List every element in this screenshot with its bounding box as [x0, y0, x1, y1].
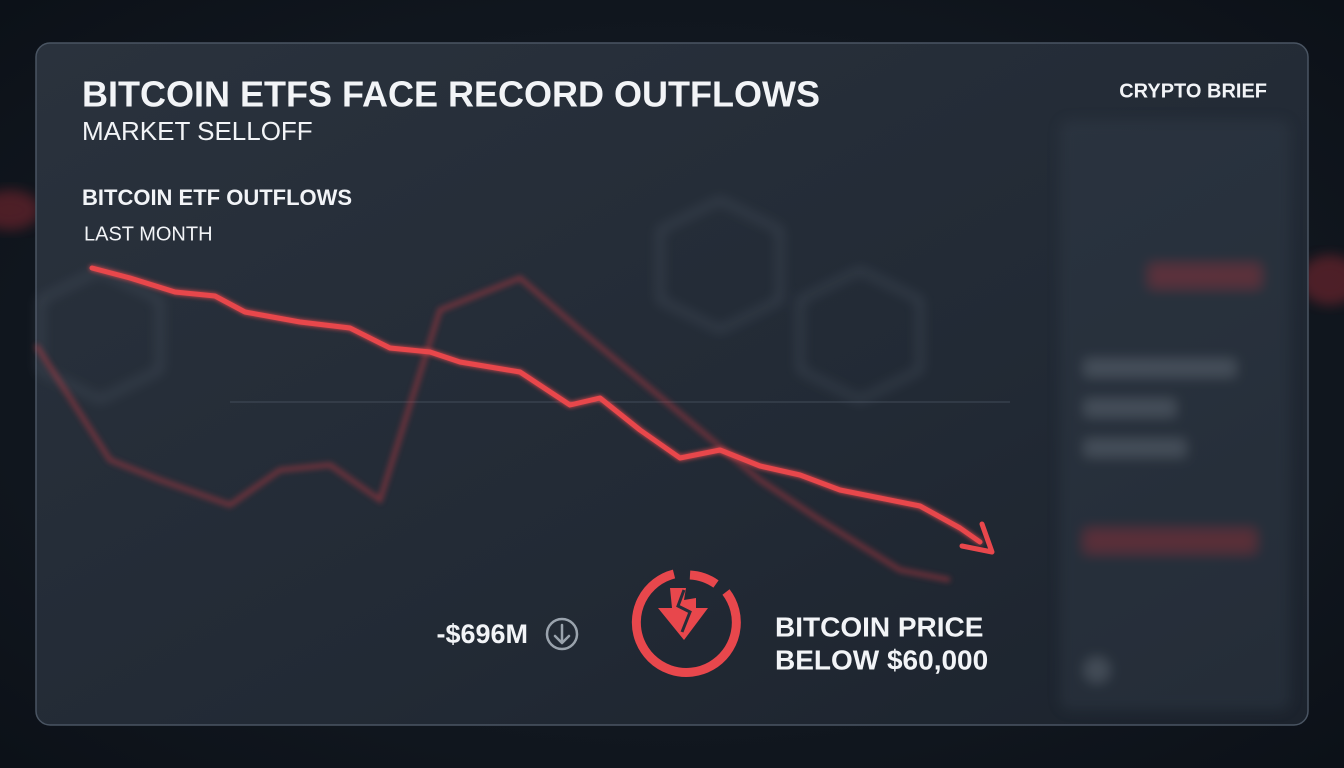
price-headline: BELOW $60,000 [775, 644, 988, 675]
title: BITCOIN ETFS FACE RECORD OUTFLOWS [82, 74, 820, 115]
down-icon [545, 617, 579, 651]
brand: CRYPTO BRIEF [1119, 80, 1267, 102]
background-glow [0, 190, 40, 230]
background-glow [1300, 255, 1344, 305]
section-title: BITCOIN ETF OUTFLOWS [82, 185, 352, 210]
trend-arrowhead [959, 521, 995, 555]
outflow-figure: -$696M [436, 619, 528, 649]
card [35, 42, 1309, 726]
background-decor [38, 120, 1290, 710]
subtitle: MARKET SELLOFF [82, 116, 313, 146]
crash-icon [631, 569, 741, 677]
section-subtitle: LAST MONTH [84, 223, 213, 245]
price-headline: BITCOIN PRICE [775, 611, 983, 642]
trend-line [89, 265, 983, 545]
background-trend-line [33, 275, 951, 583]
